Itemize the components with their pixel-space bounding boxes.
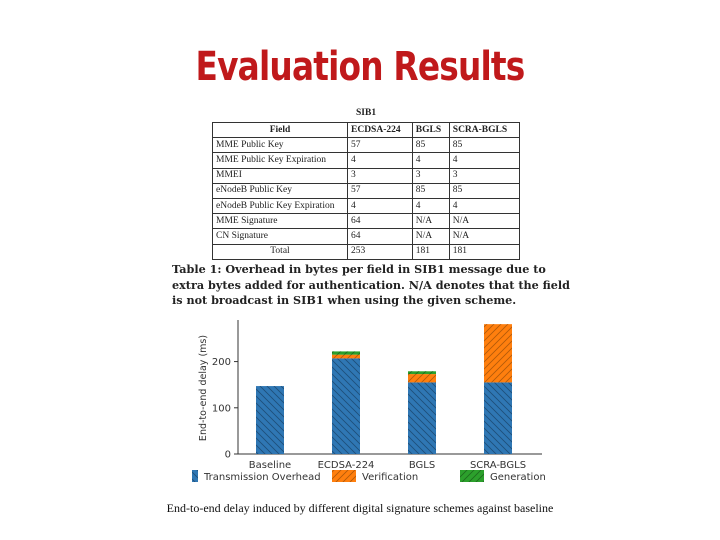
table-cell: MME Public Key Expiration xyxy=(212,152,348,169)
table-cell: 4 xyxy=(411,152,450,169)
table-cell: eNodeB Public Key xyxy=(212,182,348,199)
table-cell: 57 xyxy=(347,137,413,154)
table-cell: 4 xyxy=(347,197,413,215)
table-cell: 85 xyxy=(448,137,521,154)
table-cell: 4 xyxy=(347,152,413,169)
table-cell: MMEI xyxy=(212,167,348,184)
table-top-label: SIB1 xyxy=(356,108,377,118)
table-cell: 3 xyxy=(347,167,413,184)
table-row: eNodeB Public Key Expiration 4 4 4 xyxy=(212,197,521,215)
x-tick-label: SCRA-BGLS xyxy=(470,460,526,471)
table-cell: Total xyxy=(212,243,348,260)
chart-legend: Transmission Overhead Verification Generat… xyxy=(192,470,546,483)
table-cell: eNodeB Public Key Expiration xyxy=(212,197,348,215)
table-header-cell: ECDSA-224 xyxy=(347,121,413,139)
bar-hatch xyxy=(484,324,512,383)
bar-hatch xyxy=(408,382,436,454)
bar-hatch xyxy=(332,358,360,454)
delay-stacked-bar-chart: End-to-end delay (ms) 0 100 200 Baseline EC… xyxy=(192,320,546,483)
table-cell: N/A xyxy=(411,213,450,230)
table-cell: MME Signature xyxy=(212,213,348,230)
figure-caption: End-to-end delay induced by different di… xyxy=(166,501,554,515)
bar-hatch xyxy=(484,382,512,454)
table-cell: 85 xyxy=(411,182,450,199)
table-cell: 85 xyxy=(411,137,450,154)
table-cell: N/A xyxy=(411,228,450,245)
legend-swatch-hatch xyxy=(460,470,484,482)
table-header-cell: BGLS xyxy=(411,121,450,139)
table-cell: 64 xyxy=(347,228,413,245)
table-cell: N/A xyxy=(448,213,521,230)
chart-bars xyxy=(256,324,512,454)
legend-swatch-hatch xyxy=(332,470,356,482)
table-header-cell: SCRA-BGLS xyxy=(448,121,521,139)
table-cell: 4 xyxy=(448,152,521,169)
slide-title: Evaluation Results xyxy=(195,44,526,90)
table-cell: 85 xyxy=(448,182,521,199)
y-axis-label: End-to-end delay (ms) xyxy=(198,335,209,441)
table-cell: MME Public Key xyxy=(212,137,348,154)
table-cell: 3 xyxy=(411,167,450,184)
table-cell: 57 xyxy=(347,182,413,199)
table-row: MMEI 3 3 3 xyxy=(212,167,521,184)
table-cell: CN Signature xyxy=(212,228,348,245)
y-tick-label: 0 xyxy=(225,450,231,461)
table-header-row: Field ECDSA-224 BGLS SCRA-BGLS xyxy=(212,121,521,139)
table-row-total: Total 253 181 181 xyxy=(212,243,521,260)
table-cell: 253 xyxy=(347,243,413,260)
legend-label: Generation xyxy=(490,472,546,483)
table-row: CN Signature 64 N/A N/A xyxy=(212,228,521,245)
bar-hatch xyxy=(256,386,284,454)
bar-hatch xyxy=(408,374,436,383)
x-tick-label: Baseline xyxy=(249,460,291,471)
legend-label: Verification xyxy=(362,472,418,483)
table-cell: 181 xyxy=(448,243,521,260)
y-tick-label: 200 xyxy=(212,357,231,368)
table-row: MME Signature 64 N/A N/A xyxy=(212,213,521,230)
x-tick-labels: Baseline ECDSA-224 BGLS SCRA-BGLS xyxy=(249,460,526,471)
table-cell: N/A xyxy=(448,228,521,245)
legend-swatch-hatch xyxy=(192,470,198,482)
overhead-table: Field ECDSA-224 BGLS SCRA-BGLS MME Publi… xyxy=(212,121,521,260)
table-cell: 4 xyxy=(411,197,450,215)
x-tick-label: ECDSA-224 xyxy=(318,460,375,471)
y-tick-label: 100 xyxy=(212,403,231,414)
table-cell: 3 xyxy=(448,167,521,184)
legend-label: Transmission Overhead xyxy=(203,472,321,483)
bar-hatch xyxy=(408,371,436,375)
bar-hatch xyxy=(332,351,360,355)
table-cell: 64 xyxy=(347,213,413,230)
table-caption: Table 1: Overhead in bytes per field in … xyxy=(172,262,570,307)
table-cell: 181 xyxy=(411,243,450,260)
bar-hatch xyxy=(332,354,360,359)
x-tick-label: BGLS xyxy=(409,460,435,471)
table-header-cell: Field xyxy=(212,121,348,139)
table-row: eNodeB Public Key 57 85 85 xyxy=(212,182,521,199)
table-row: MME Public Key 57 85 85 xyxy=(212,137,521,154)
table-cell: 4 xyxy=(448,197,521,215)
table-row: MME Public Key Expiration 4 4 4 xyxy=(212,152,521,169)
